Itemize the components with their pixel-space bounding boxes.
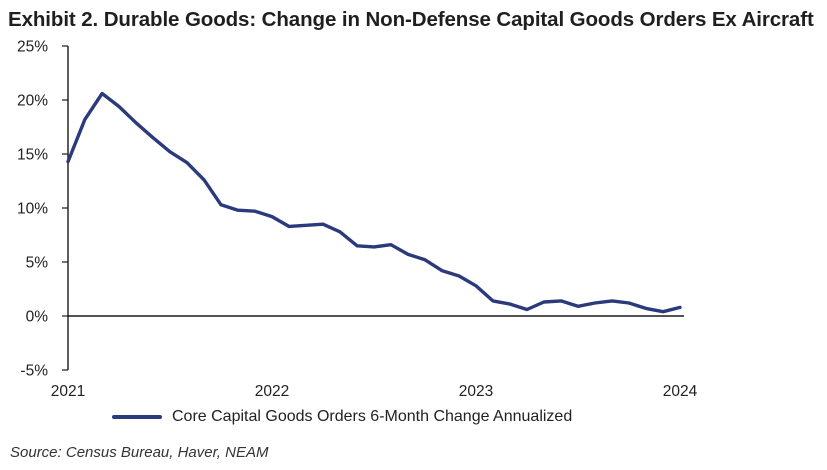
x-tick-label: 2024 [663,383,698,400]
y-tick-label: -5% [20,363,48,380]
chart-title: Exhibit 2. Durable Goods: Change in Non-… [8,8,814,31]
legend-swatch [112,415,162,419]
series-group [66,91,682,314]
x-tick-label: 2021 [51,383,85,400]
y-tick-label: 20% [17,93,48,110]
y-tick-label: 0% [26,309,49,326]
legend: Core Capital Goods Orders 6-Month Change… [112,408,572,426]
y-tick-label: 15% [17,147,48,164]
x-axis: 2021 2022 2023 2024 [51,315,698,400]
y-tick-label: 5% [26,255,49,272]
x-tick-label: 2023 [459,383,493,400]
legend-label: Core Capital Goods Orders 6-Month Change… [172,408,573,425]
x-tick-label: 2022 [255,383,289,400]
y-axis: 25% 20% 15% 10% 5% 0% -5% [17,39,69,380]
y-tick-label: 10% [17,201,48,218]
y-tick-label: 25% [17,39,48,56]
series-line [66,91,682,314]
source-note: Source: Census Bureau, Haver, NEAM [10,444,269,461]
